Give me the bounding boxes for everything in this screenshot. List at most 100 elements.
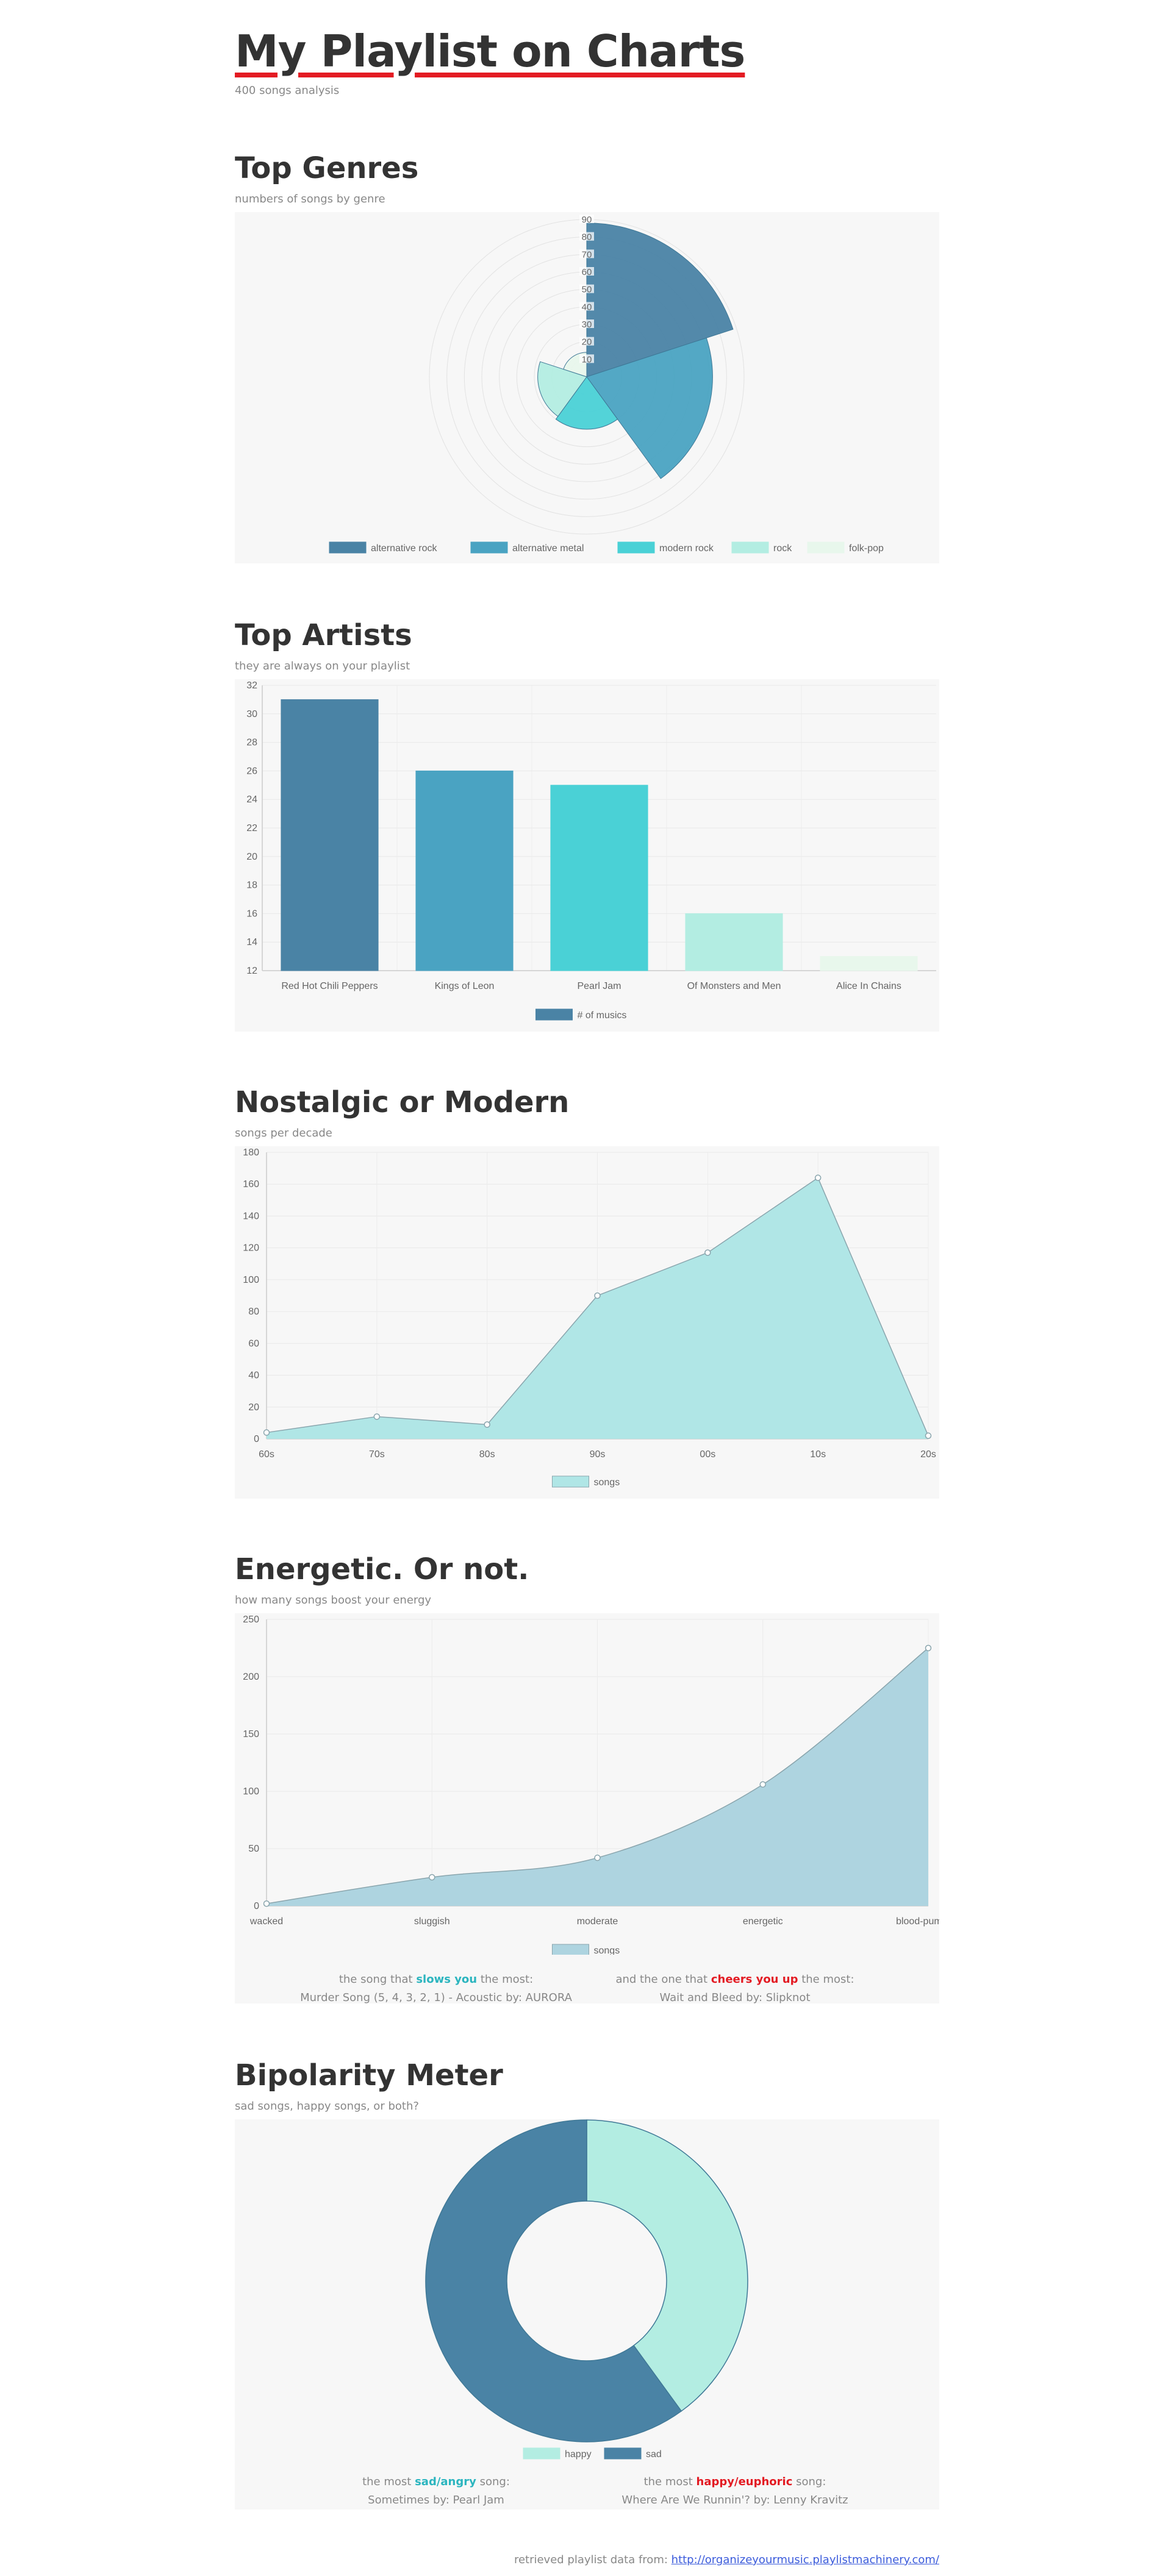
saddest-song-caption: the most sad/angry song: [271,2473,601,2491]
cheerful-prefix: and the one that [615,1973,708,1986]
data-point [263,1900,270,1907]
bar [820,956,918,971]
bipolar-subtitle: sad songs, happy songs, or both? [235,2100,419,2113]
happiest-suffix: song: [796,2475,826,2488]
x-tick-label: 10s [810,1449,826,1460]
page-subtitle: 400 songs analysis [235,84,340,97]
legend-label: alternative rock [371,543,437,554]
legend-label: songs [594,1477,620,1488]
polar-tick-label: 90 [582,215,592,225]
genres-subtitle: numbers of songs by genre [235,193,385,205]
legend-swatch [617,541,655,554]
legend-label: rock [773,543,792,554]
genres-chart-panel: 10 20 30 40 50 60 70 80 90 alternative rock altern… [235,212,939,563]
footer-source-link[interactable]: http://organizeyourmusic.playlistmachine… [671,2553,939,2566]
energy-chart-panel: 0 50 100 150 200 250 wacked sluggish moderate ene… [235,1613,939,2004]
happiest-song-title: Where Are We Runnin'? by: Lenny Kravitz [621,2494,848,2506]
polar-tick-label: 70 [582,249,592,260]
x-tick-label: energetic [743,1916,783,1927]
y-tick-label: 80 [248,1307,259,1317]
artists-chart-panel: 12 14 16 18 20 22 24 26 28 30 32 Red Hot Chili Pepp… [235,679,939,1032]
x-tick-label: Alice In Chains [836,981,901,991]
energy-title: Energetic. Or not. [235,1552,529,1586]
x-tick-label: blood-pumping [896,1916,939,1927]
energy-area-chart: 0 50 100 150 200 250 wacked sluggish moderate ene… [243,1614,939,1955]
bar [685,913,783,971]
y-tick-label: 0 [254,1901,259,1911]
legend-label: songs [594,1946,620,1955]
slowest-song-info: the song that slows you the most: Murder… [271,1971,601,2007]
slowest-suffix: the most: [480,1973,534,1986]
bar [550,785,648,971]
legend-swatch [604,2447,642,2460]
x-tick-label: 90s [590,1449,606,1460]
y-tick-label: 160 [243,1179,259,1190]
saddest-prefix: the most [362,2475,412,2488]
saddest-song-info: the most sad/angry song: Sometimes by: P… [271,2473,601,2510]
polar-tick-label: 10 [582,354,592,365]
cheerful-highlight: cheers you up [711,1973,798,1986]
legend-label: alternative metal [512,543,584,554]
data-point [373,1413,381,1420]
polar-tick-backdrop [579,302,594,311]
series-line [266,1647,929,1904]
y-tick-label: 14 [246,937,257,947]
y-tick-label: 26 [246,766,257,776]
page-title: My Playlist on Charts [235,26,745,77]
polar-slice [586,337,713,479]
x-tick-label: Kings of Leon [435,981,495,991]
saddest-highlight: sad/angry [415,2475,476,2488]
y-tick-label: 28 [246,738,257,748]
y-tick-label: 0 [254,1434,259,1444]
y-tick-label: 60 [248,1338,259,1349]
data-point [429,1874,435,1881]
y-tick-label: 24 [246,794,257,805]
x-tick-label: Red Hot Chili Peppers [281,981,378,991]
legend-swatch [731,541,769,554]
series-area [267,1177,928,1439]
cheerful-song-caption: and the one that cheers you up the most: [570,1971,900,1989]
polar-tick-label: 40 [582,302,592,312]
y-tick-label: 250 [243,1614,259,1625]
y-tick-label: 18 [246,880,257,891]
polar-tick-backdrop [579,215,594,223]
artists-title: Top Artists [235,618,412,652]
data-point [814,1174,822,1182]
saddest-suffix: song: [479,2475,510,2488]
data-point [759,1781,766,1788]
polar-tick-label: 60 [582,267,592,277]
decades-area-chart: 0 20 40 60 80 100 120 140 160 180 60s 70s 80s 90s 00s 1… [243,1147,936,1488]
legend-swatch [535,1008,573,1021]
x-tick-label: 00s [700,1449,715,1460]
decades-subtitle: songs per decade [235,1127,332,1140]
decades-title: Nostalgic or Modern [235,1085,570,1119]
bipolar-chart-panel: happy sad the most sad/angry song: Someti… [235,2119,939,2510]
happiest-song-caption: the most happy/euphoric song: [570,2473,900,2491]
y-tick-label: 32 [246,680,257,691]
y-tick-label: 20 [248,1402,259,1413]
cheerful-song-info: and the one that cheers you up the most:… [570,1971,900,2007]
polar-slice [586,223,734,377]
cheerful-suffix: the most: [801,1973,854,1986]
series-area [267,1648,928,1906]
legend-label: # of musics [578,1010,627,1021]
legend-swatch [552,1944,589,1955]
legend-swatch [470,541,508,554]
polar-tick-backdrop [579,284,594,293]
y-tick-label: 150 [243,1729,259,1739]
polar-tick-backdrop [579,337,594,346]
y-tick-label: 100 [243,1786,259,1797]
saddest-song-title: Sometimes by: Pearl Jam [368,2494,504,2506]
bipolar-doughnut-chart: happy sad [425,2119,748,2460]
bar [415,770,514,971]
genres-polar-chart: 10 20 30 40 50 60 70 80 90 alternative rock altern… [329,215,884,554]
x-tick-label: Of Monsters and Men [687,981,781,991]
y-tick-label: 30 [246,709,257,719]
y-tick-label: 200 [243,1672,259,1682]
cheerful-song-title: Wait and Bleed by: Slipknot [659,1991,811,2004]
polar-tick-backdrop [579,232,594,241]
y-tick-label: 16 [246,908,257,919]
happiest-highlight: happy/euphoric [696,2475,793,2488]
polar-slice [537,361,587,417]
x-tick-label: sluggish [414,1916,450,1927]
